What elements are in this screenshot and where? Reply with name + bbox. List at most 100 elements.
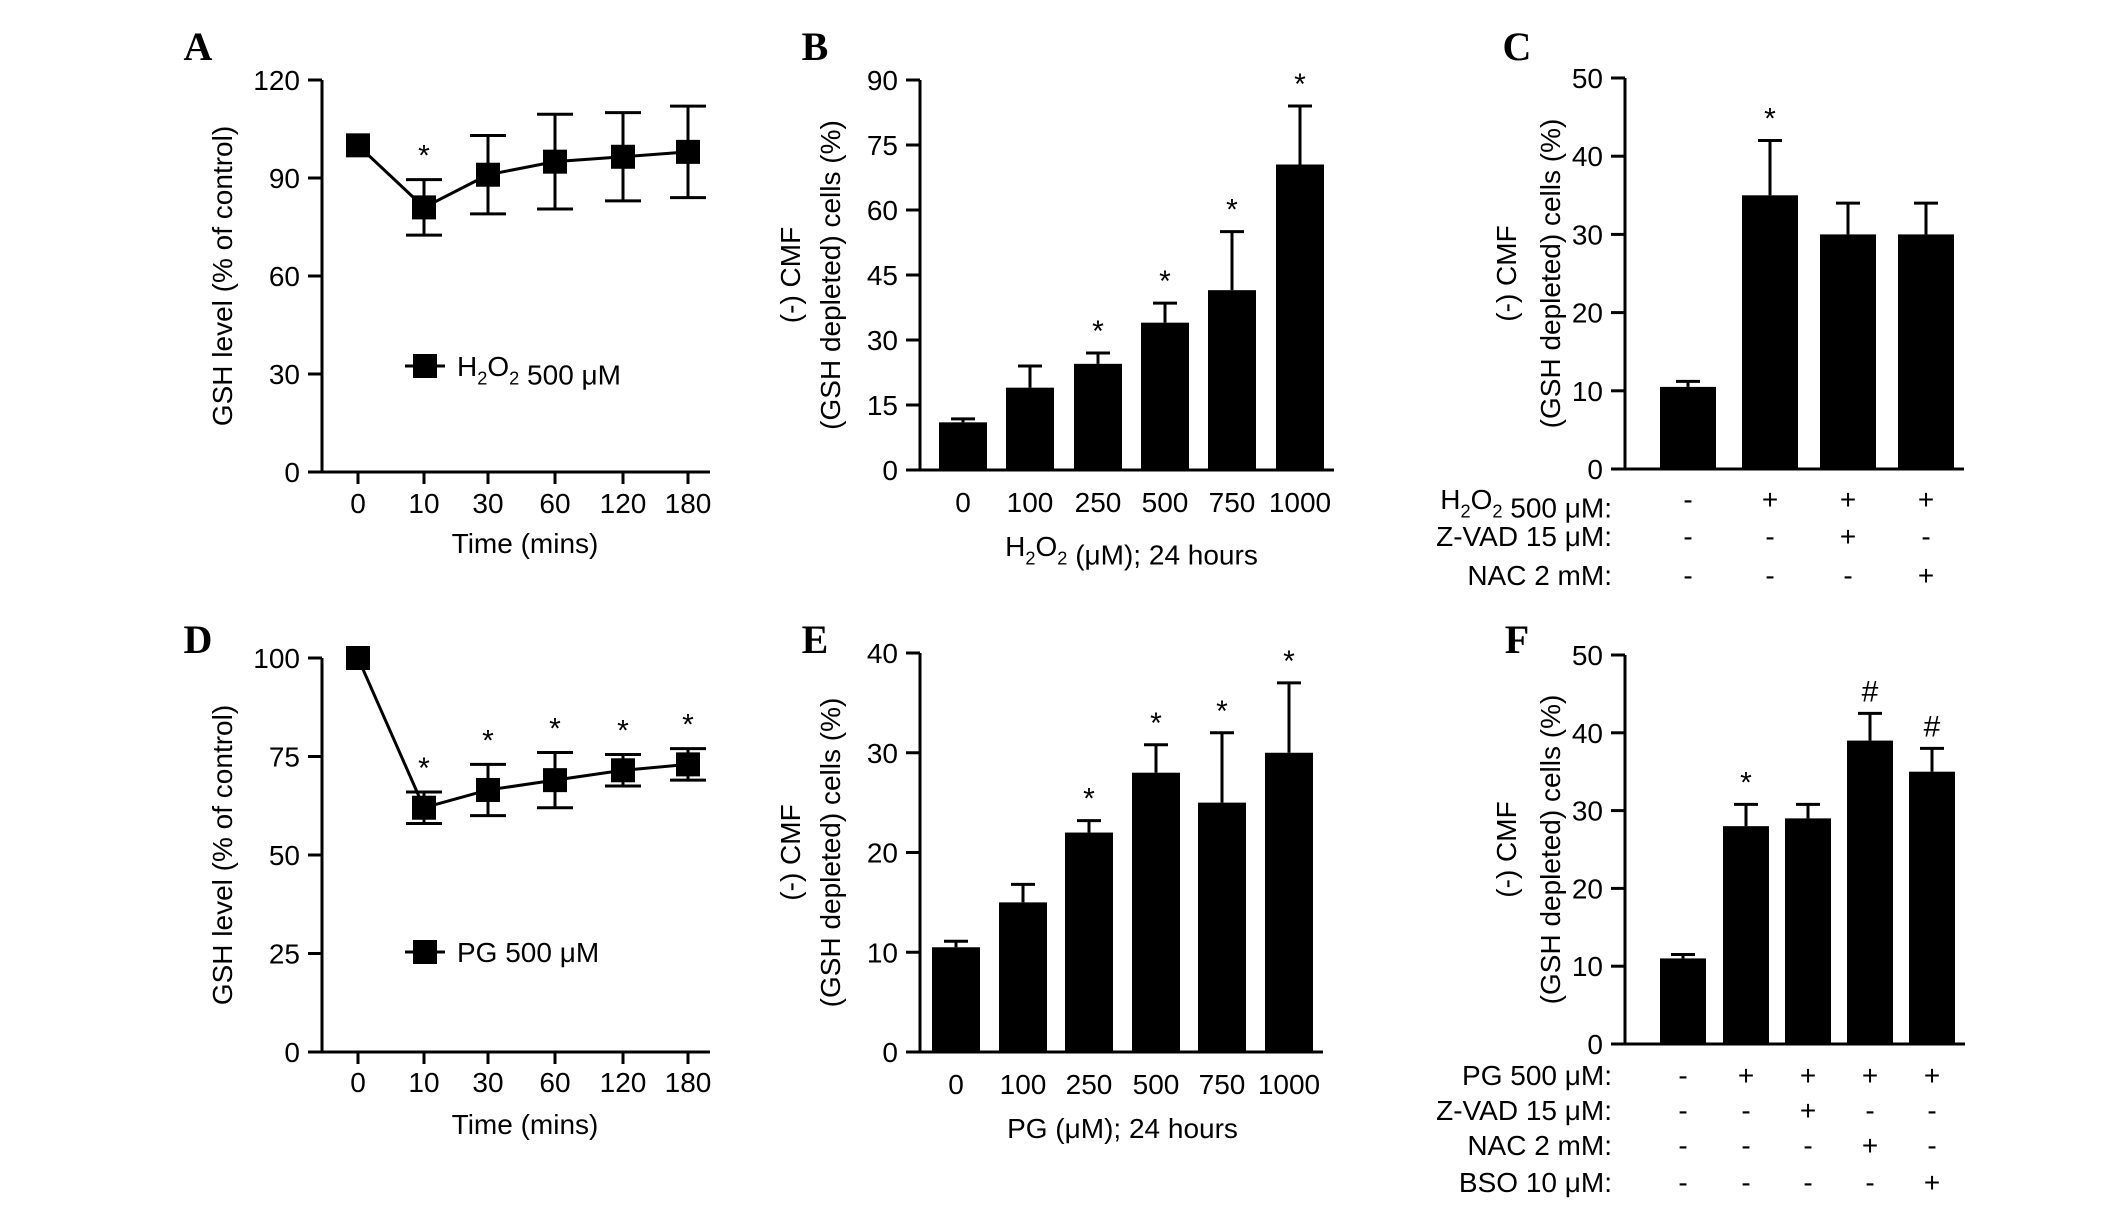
treatment-sign: - [1865, 1095, 1874, 1126]
bar [1198, 802, 1246, 1052]
treatment-sign: + [1918, 560, 1934, 591]
significance-mark: * [1740, 766, 1752, 799]
panel-d: D 0 25 50 75 100 0 10 30 60 120 180 Time (mins) GSH l… [184, 617, 712, 1140]
treatment-sign: - [1865, 1167, 1874, 1198]
data-point [476, 777, 500, 802]
x-tick-label: 180 [665, 488, 712, 519]
treatment-sign: - [1927, 1130, 1936, 1161]
y-tick-label: 10 [1572, 376, 1603, 407]
bar [1074, 363, 1122, 470]
y-axis-label-line2: (GSH depleted) cells (%) [815, 698, 846, 1008]
treatment-sign: - [1765, 521, 1774, 552]
x-tick-label: 750 [1209, 487, 1256, 518]
y-tick-label: 20 [1572, 873, 1603, 904]
y-tick-label: 0 [882, 455, 898, 486]
treatment-sign: + [1924, 1060, 1940, 1091]
treatment-sign: - [1683, 521, 1692, 552]
x-tick-label: 10 [408, 488, 439, 519]
panel-c: C 0 10 20 30 40 50 * (-) CMF (GSH depleted) cells… [1436, 24, 1964, 591]
y-axis-label-line2: (GSH depleted) cells (%) [1535, 119, 1566, 429]
treatment-sign: - [1803, 1167, 1812, 1198]
significance-mark: * [1283, 645, 1295, 678]
y-tick-label: 90 [269, 163, 300, 194]
y-tick-label: 30 [867, 738, 898, 769]
bar [1265, 752, 1313, 1052]
y-tick-label: 20 [867, 838, 898, 869]
treatment-sign: - [1678, 1060, 1687, 1091]
bar [932, 947, 980, 1052]
treatment-sign: - [1921, 521, 1930, 552]
x-tick-label: 100 [1007, 487, 1054, 518]
bar [1898, 234, 1954, 469]
panel-b: B 0 15 30 45 60 75 90 * * * * (-) CMF (GSH depleted) … [775, 24, 1334, 570]
y-tick-label: 0 [284, 457, 300, 488]
significance-mark: # [1924, 710, 1941, 743]
y-tick-label: 60 [269, 261, 300, 292]
x-tick-label: 60 [539, 1067, 570, 1098]
treatment-sign: - [1741, 1167, 1750, 1198]
x-tick-label: 30 [472, 488, 503, 519]
panel-a: A 0 30 60 90 120 0 10 30 60 120 180 Time (mins) GSH l… [184, 24, 712, 559]
treatment-sign: + [1738, 1060, 1754, 1091]
panel-f: F 0 10 20 30 40 50 * # # (-) CMF (GSH depleted) cel… [1436, 617, 1965, 1198]
treatment-sign: + [1862, 1130, 1878, 1161]
treatment-sign: - [1678, 1167, 1687, 1198]
data-point [543, 149, 567, 174]
bar [999, 902, 1047, 1052]
bar [1065, 832, 1113, 1052]
y-tick-label: 90 [867, 65, 898, 96]
treatment-sign: + [1918, 484, 1934, 515]
x-tick-label: 0 [955, 487, 971, 518]
y-tick-label: 50 [1572, 63, 1603, 94]
significance-mark: * [418, 752, 430, 785]
data-point [476, 162, 500, 187]
y-tick-label: 15 [867, 390, 898, 421]
legend-marker [413, 354, 437, 378]
significance-mark: * [418, 140, 430, 173]
treatment-sign: + [1924, 1167, 1940, 1198]
treatment-sign: + [1840, 484, 1856, 515]
legend-label: PG 500 μM [457, 937, 599, 968]
bar [1006, 387, 1054, 470]
treatment-sign: + [1800, 1095, 1816, 1126]
data-point [676, 752, 700, 777]
y-axis-label-line1: (-) CMF [775, 804, 806, 900]
y-tick-label: 120 [253, 65, 300, 96]
bar [1742, 195, 1798, 470]
data-point [412, 195, 436, 220]
y-tick-label: 50 [269, 840, 300, 871]
x-tick-label: 0 [350, 488, 366, 519]
y-axis-label-line2: (GSH depleted) cells (%) [1535, 695, 1566, 1005]
significance-mark: * [1764, 103, 1776, 136]
treatment-label: H2O2 500 μM: [1440, 484, 1612, 523]
data-point [412, 795, 436, 820]
x-tick-label: 10 [408, 1067, 439, 1098]
panel-e: E 0 10 20 30 40 * * * * (-) CMF (GSH depleted) cell… [775, 617, 1323, 1144]
bar [1276, 164, 1324, 470]
bar [1909, 771, 1955, 1044]
significance-mark: # [1862, 675, 1879, 708]
treatment-sign: + [1762, 484, 1778, 515]
treatment-label: Z-VAD 15 μM: [1436, 521, 1612, 552]
panel-letter: B [802, 24, 829, 69]
legend-marker [413, 940, 437, 964]
x-tick-label: 500 [1133, 1069, 1180, 1100]
x-tick-label: 1000 [1258, 1069, 1320, 1100]
panel-letter: E [802, 617, 829, 662]
treatment-sign: - [1678, 1130, 1687, 1161]
x-tick-label: 500 [1142, 487, 1189, 518]
significance-mark: * [482, 724, 494, 757]
significance-mark: * [1216, 695, 1228, 728]
treatment-sign: - [1803, 1130, 1812, 1161]
y-tick-label: 0 [882, 1037, 898, 1068]
data-point [543, 768, 567, 793]
treatment-label: PG 500 μM: [1462, 1060, 1612, 1091]
bar [1141, 322, 1189, 470]
bar [1660, 386, 1716, 469]
x-tick-label: 0 [350, 1067, 366, 1098]
treatment-label: BSO 10 μM: [1459, 1167, 1612, 1198]
bar [1132, 772, 1180, 1052]
y-tick-label: 50 [1572, 640, 1603, 671]
